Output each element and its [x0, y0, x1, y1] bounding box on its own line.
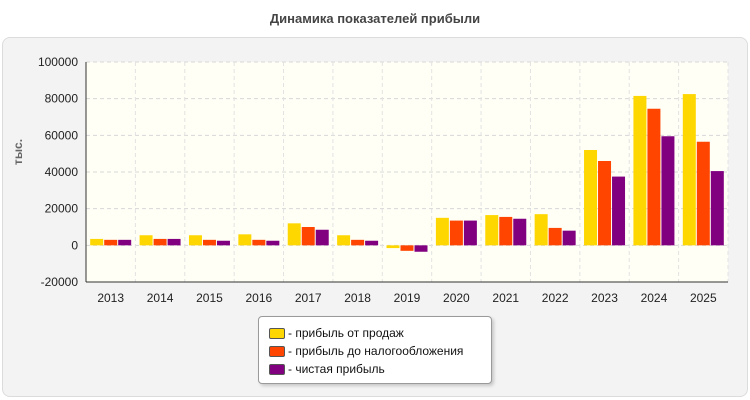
bar-net-profit: [513, 218, 527, 246]
bar-sales-profit: [386, 245, 400, 249]
chart-legend: - прибыль от продаж - прибыль до налогоо…: [258, 316, 492, 384]
bar-pretax-profit: [202, 239, 216, 246]
bar-pretax-profit: [647, 108, 661, 246]
x-tick-label: 2025: [690, 291, 717, 305]
y-tick-label: 60000: [45, 128, 79, 142]
bar-net-profit: [612, 176, 626, 246]
bar-pretax-profit: [153, 238, 167, 246]
bar-sales-profit: [584, 150, 598, 246]
x-tick-label: 2016: [245, 291, 272, 305]
bar-sales-profit: [682, 94, 696, 246]
x-tick-label: 2022: [542, 291, 569, 305]
legend-swatch-net-profit: [269, 363, 285, 375]
bar-pretax-profit: [598, 161, 612, 246]
bar-net-profit: [710, 171, 724, 246]
bar-net-profit: [562, 230, 576, 246]
bar-sales-profit: [435, 217, 449, 246]
bar-net-profit: [661, 136, 675, 246]
y-tick-label: 20000: [45, 202, 79, 216]
bar-sales-profit: [287, 223, 301, 246]
bar-sales-profit: [188, 235, 202, 246]
bar-sales-profit: [633, 95, 647, 246]
x-tick-label: 2014: [147, 291, 174, 305]
legend-item-pretax-profit[interactable]: - прибыль до налогообложения: [269, 343, 463, 359]
x-tick-label: 2018: [344, 291, 371, 305]
x-tick-label: 2019: [394, 291, 421, 305]
bar-net-profit: [463, 220, 477, 246]
bar-pretax-profit: [351, 239, 365, 246]
x-tick-label: 2021: [492, 291, 519, 305]
bar-sales-profit: [534, 214, 548, 246]
bar-net-profit: [167, 238, 181, 246]
x-tick-label: 2015: [196, 291, 223, 305]
legend-label-net-profit: - чистая прибыль: [288, 362, 385, 376]
bar-net-profit: [266, 240, 280, 246]
bar-net-profit: [118, 239, 132, 246]
bar-sales-profit: [337, 235, 351, 246]
legend-label-sales-profit: - прибыль от продаж: [288, 326, 404, 340]
legend-item-net-profit[interactable]: - чистая прибыль: [269, 361, 385, 377]
bar-sales-profit: [485, 215, 499, 246]
y-axis-label: тыс.: [11, 139, 25, 165]
x-tick-label: 2020: [443, 291, 470, 305]
bar-pretax-profit: [499, 216, 513, 246]
chart-title: Динамика показателей прибыли: [269, 11, 481, 26]
bar-pretax-profit: [104, 239, 118, 246]
x-tick-label: 2024: [641, 291, 668, 305]
x-tick-label: 2017: [295, 291, 322, 305]
bar-sales-profit: [238, 234, 252, 246]
bar-net-profit: [365, 240, 379, 246]
bar-pretax-profit: [548, 227, 562, 246]
bar-pretax-profit: [449, 220, 463, 246]
y-tick-label: 0: [71, 238, 78, 252]
legend-item-sales-profit[interactable]: - прибыль от продаж: [269, 325, 404, 341]
bar-sales-profit: [139, 235, 153, 246]
bar-net-profit: [315, 229, 329, 246]
bar-pretax-profit: [400, 245, 414, 251]
bar-pretax-profit: [696, 141, 710, 246]
bar-net-profit: [414, 245, 428, 252]
x-tick-label: 2023: [591, 291, 618, 305]
bar-net-profit: [216, 240, 230, 246]
bar-pretax-profit: [252, 239, 266, 246]
y-tick-label: 40000: [45, 165, 79, 179]
y-tick-label: 80000: [45, 92, 79, 106]
bar-sales-profit: [90, 238, 104, 246]
x-tick-label: 2013: [97, 291, 124, 305]
y-tick-label: 100000: [38, 55, 78, 69]
y-tick-label: -20000: [41, 275, 79, 289]
bar-pretax-profit: [301, 227, 315, 246]
legend-label-pretax-profit: - прибыль до налогообложения: [288, 344, 464, 358]
legend-swatch-sales-profit: [269, 327, 285, 339]
legend-swatch-pretax-profit: [269, 345, 285, 357]
